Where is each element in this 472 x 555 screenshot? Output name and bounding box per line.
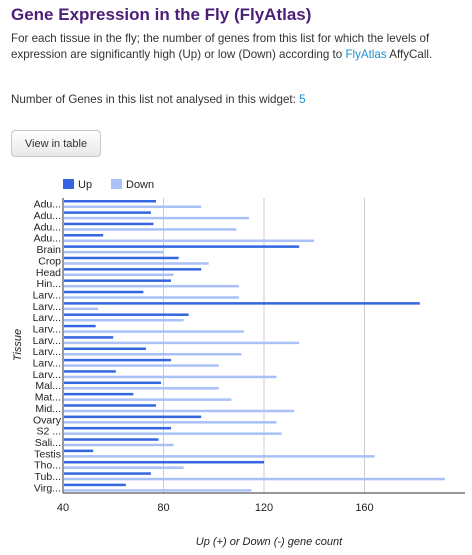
not-analysed-label: Number of Genes in this list not analyse… xyxy=(11,93,300,106)
up-bar xyxy=(64,268,202,271)
tissue-label: Larv... xyxy=(33,323,61,335)
tissue-label: Crop xyxy=(38,255,61,267)
down-bar xyxy=(64,398,232,401)
down-bar xyxy=(64,330,244,333)
x-tick-label: 40 xyxy=(57,502,69,514)
tissue-label: Testis xyxy=(34,448,61,460)
up-bar xyxy=(64,483,126,487)
tissue-label: Sali... xyxy=(35,437,61,449)
tissue-label: Larv... xyxy=(33,301,61,313)
x-tick-label: 160 xyxy=(355,502,373,514)
up-bar xyxy=(64,324,96,328)
x-tick-label: 80 xyxy=(157,502,169,514)
up-bar xyxy=(64,438,159,441)
tissue-label: Larv... xyxy=(33,312,61,324)
down-bar xyxy=(64,409,295,413)
up-bar xyxy=(64,211,151,214)
up-bar xyxy=(64,290,144,294)
tissue-label: Ovary xyxy=(33,414,62,426)
down-bar xyxy=(64,489,252,492)
description-suffix: AffyCall. xyxy=(386,48,433,61)
up-bar xyxy=(64,200,156,203)
up-bar xyxy=(64,234,104,237)
tissue-label: Head xyxy=(36,267,61,279)
y-axis-title: Tissue xyxy=(12,329,24,361)
up-bar xyxy=(64,370,116,373)
tissue-label: Adu... xyxy=(34,233,61,245)
tissue-label: Tub... xyxy=(35,471,61,483)
up-bar xyxy=(64,358,172,362)
up-bar xyxy=(64,460,264,464)
down-bar xyxy=(64,250,164,254)
down-bar xyxy=(64,262,209,265)
up-bar xyxy=(64,313,189,316)
tissue-label: Mat... xyxy=(35,392,61,404)
tissue-label: Larv... xyxy=(33,335,61,347)
up-bar xyxy=(64,256,179,260)
flyatlas-link[interactable]: FlyAtlas xyxy=(345,48,387,61)
down-bar xyxy=(64,216,249,220)
up-bar xyxy=(64,404,156,407)
widget-description: For each tissue in the fly; the number o… xyxy=(11,31,466,63)
up-bar xyxy=(64,449,94,453)
tissue-label: Hin... xyxy=(36,278,61,290)
tissue-label: Larv... xyxy=(33,358,61,370)
down-bar xyxy=(64,273,174,277)
up-bar xyxy=(64,415,202,419)
up-bar xyxy=(64,472,151,475)
down-bar xyxy=(64,443,174,447)
down-bar xyxy=(64,239,315,243)
up-bar xyxy=(64,426,172,430)
up-bar xyxy=(64,381,161,385)
tissue-label: Larv... xyxy=(33,289,61,301)
up-bar xyxy=(64,347,146,350)
down-bar xyxy=(64,318,184,322)
up-bar xyxy=(64,245,300,248)
tissue-label: Adu... xyxy=(34,221,61,233)
tissue-label: Larv... xyxy=(33,346,61,358)
down-bar xyxy=(64,387,219,390)
down-bar xyxy=(64,421,277,424)
down-bar xyxy=(64,341,300,345)
down-bar xyxy=(64,455,375,458)
down-bar xyxy=(64,432,282,435)
down-bar xyxy=(64,228,237,231)
tissue-label: Mal... xyxy=(35,380,61,392)
down-bar xyxy=(64,466,184,469)
tissue-label: Tho... xyxy=(34,460,61,472)
tissue-label: S2 ... xyxy=(36,426,61,438)
up-bar xyxy=(64,392,134,396)
down-bar xyxy=(64,477,445,481)
tissue-label: Adu... xyxy=(34,210,61,222)
down-bar xyxy=(64,364,219,367)
tissue-label: Larv... xyxy=(33,369,61,381)
tissue-label: Adu... xyxy=(34,199,61,211)
legend-down-label: Down xyxy=(126,179,154,191)
up-bar xyxy=(64,222,154,226)
legend-down-swatch xyxy=(111,179,122,189)
legend-up-swatch xyxy=(63,179,74,189)
up-bar xyxy=(64,336,114,339)
x-tick-label: 120 xyxy=(255,502,273,514)
tissue-label: Virg... xyxy=(34,482,61,494)
up-bar xyxy=(64,302,420,305)
legend-up-label: Up xyxy=(78,179,92,191)
down-bar xyxy=(64,284,239,288)
not-analysed-link[interactable]: 5 xyxy=(299,93,306,106)
down-bar xyxy=(64,353,242,356)
tissue-label: Brain xyxy=(36,244,61,256)
up-bar xyxy=(64,279,172,282)
tissue-label: Mid... xyxy=(35,403,61,415)
down-bar xyxy=(64,205,202,208)
not-analysed-count: Number of Genes in this list not analyse… xyxy=(11,93,306,106)
x-axis-title: Up (+) or Down (-) gene count xyxy=(196,536,343,548)
view-in-table-button[interactable]: View in table xyxy=(11,130,101,157)
down-bar xyxy=(64,307,99,311)
down-bar xyxy=(64,296,239,299)
description-text: For each tissue in the fly; the number o… xyxy=(11,32,430,61)
widget-title: Gene Expression in the Fly (FlyAtlas) xyxy=(11,5,312,24)
down-bar xyxy=(64,375,277,379)
